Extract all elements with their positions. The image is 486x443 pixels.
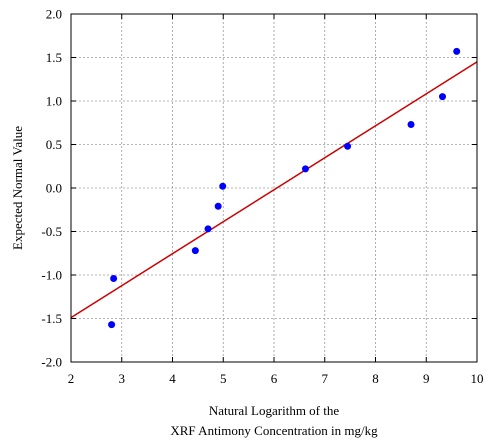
- y-tick-label: -1.0: [41, 268, 62, 283]
- y-tick-label: 0.5: [46, 137, 62, 152]
- regression-line: [70, 61, 478, 319]
- data-point: [453, 47, 461, 55]
- y-tick-label: 1.0: [46, 94, 62, 109]
- x-tick-label: 6: [271, 371, 278, 386]
- data-point: [108, 321, 116, 329]
- x-axis-label-line-2: XRF Antimony Concentration in mg/kg: [170, 423, 378, 438]
- x-tick-label: 3: [119, 371, 126, 386]
- y-tick-label: -0.5: [41, 224, 62, 239]
- x-axis-label-line-1: Natural Logarithm of the: [209, 403, 340, 418]
- y-tick-label: -1.5: [41, 311, 62, 326]
- x-tick-label: 9: [423, 371, 430, 386]
- y-axis-label: Expected Normal Value: [10, 126, 25, 250]
- y-tick-label: 1.5: [46, 50, 62, 65]
- x-tick-label: 5: [220, 371, 227, 386]
- x-tick-label: 7: [322, 371, 329, 386]
- plot-area: [70, 47, 478, 329]
- data-point: [344, 142, 352, 150]
- x-tick-label: 8: [372, 371, 379, 386]
- data-point: [301, 165, 309, 173]
- x-tick-label: 10: [471, 371, 484, 386]
- x-tick-label: 2: [68, 371, 75, 386]
- ticks: 2 3 4 5 6 7 8 9 10 -2.0 -1.5 -1.0 -0.5 0.0 0.5 1.0 1.5 2.…: [41, 7, 483, 387]
- data-point: [219, 182, 227, 190]
- x-tick-label: 4: [169, 371, 176, 386]
- data-point: [110, 274, 118, 282]
- data-point: [214, 202, 222, 210]
- data-point: [438, 93, 446, 101]
- data-point: [204, 225, 212, 233]
- data-point: [407, 120, 415, 128]
- y-tick-label: 2.0: [46, 7, 62, 22]
- data-point: [191, 247, 199, 255]
- y-tick-label: 0.0: [46, 181, 62, 196]
- y-tick-label: -2.0: [41, 355, 62, 370]
